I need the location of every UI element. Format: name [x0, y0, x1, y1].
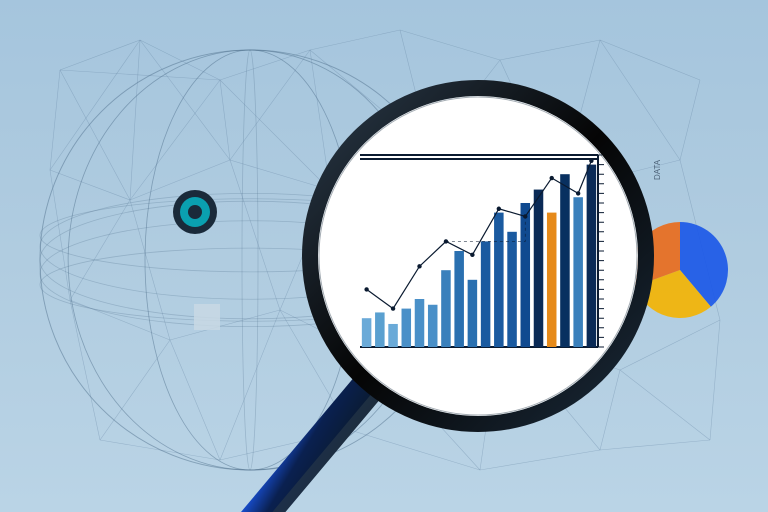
floating-square	[194, 304, 220, 330]
side-label: DATA	[653, 159, 662, 180]
infographic-canvas: DATA	[0, 0, 768, 512]
target-icon	[173, 190, 217, 234]
scene-svg: DATA	[0, 0, 768, 512]
